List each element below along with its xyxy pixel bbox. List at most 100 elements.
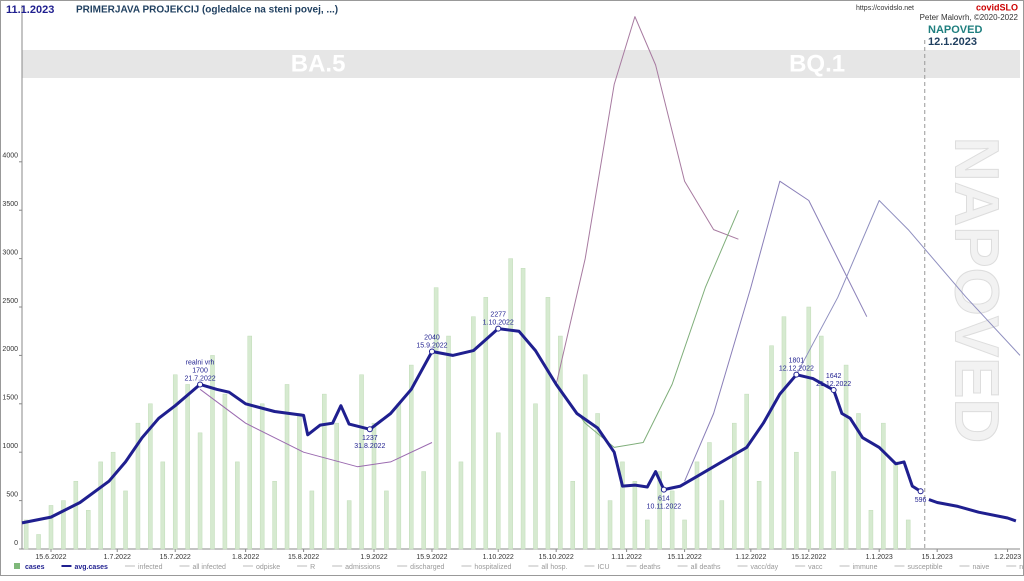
case-bar [831, 471, 836, 550]
site: https://covidslo.net [856, 5, 914, 12]
y-tick-label: 2500 [2, 298, 18, 305]
case-bar [371, 422, 377, 550]
date-stamp: 11.1.2023 [6, 4, 54, 16]
avg-line [21, 327, 922, 525]
case-bar [433, 287, 439, 550]
y-tick-label: 2000 [2, 346, 18, 353]
case-bar [396, 403, 402, 550]
y-tick-label: 1500 [2, 395, 18, 402]
case-bar [160, 461, 166, 550]
legend-label: naive [973, 564, 990, 571]
legend-label: deaths [640, 564, 662, 571]
y-tick-label: 0 [14, 540, 18, 547]
x-tick-label: 15.9.2022 [416, 554, 447, 561]
case-bar [818, 335, 824, 550]
legend-label: ICU [597, 564, 609, 571]
x-tick-label: 1.9.2022 [360, 554, 387, 561]
variant-label: BA.5 [291, 50, 346, 77]
peak-marker [660, 486, 667, 493]
case-bar [732, 422, 737, 550]
case-bar [222, 393, 228, 550]
legend-label: hospitalized [474, 564, 511, 571]
case-bar [235, 461, 240, 550]
case-bar [483, 297, 489, 550]
annotation-date: 10.11.2022 [647, 503, 682, 510]
case-bar [794, 451, 799, 550]
annotation-label: realni vrh [186, 359, 215, 366]
legend-label: all infected [192, 564, 226, 571]
annotation-value: 2277 [490, 311, 506, 318]
legend-label: admissions [345, 564, 381, 571]
case-bar [284, 384, 290, 550]
case-bar [843, 364, 849, 550]
peak-marker [428, 348, 435, 355]
annotation-date: 1.10.2022 [483, 319, 514, 326]
case-bar [694, 461, 700, 550]
case-bar [185, 384, 190, 550]
annotation-value: 1237 [362, 435, 378, 442]
case-bar [719, 500, 725, 550]
x-tick-label: 1.7.2022 [104, 554, 131, 561]
x-tick-label: 1.8.2022 [232, 554, 259, 561]
annotation-value: 2040 [424, 334, 440, 341]
case-bar [495, 432, 501, 550]
case-bar [48, 505, 54, 550]
projection-line [555, 210, 739, 448]
x-tick-label: 15.10.2022 [539, 554, 574, 561]
case-bar [533, 403, 538, 550]
avg-line [928, 498, 1017, 523]
case-bar [545, 297, 551, 550]
case-bar [806, 306, 812, 550]
case-bar [508, 258, 513, 550]
brand: covidSLO [976, 2, 1018, 12]
forecast-title: NAPOVED [928, 24, 982, 36]
watermark: NAPOVED [942, 137, 1011, 444]
x-tick-label: 15.11.2022 [667, 554, 702, 561]
case-bar [893, 461, 899, 550]
case-bar [458, 461, 464, 550]
case-bar [471, 316, 476, 550]
case-bar [309, 490, 315, 550]
case-bar [197, 432, 203, 550]
projection-line [555, 16, 739, 385]
legend-label: susceptible [907, 564, 942, 571]
x-tick-label: 1.11.2022 [611, 554, 642, 561]
case-bar [595, 413, 600, 550]
legend-label: immune [853, 564, 878, 571]
case-bar [769, 345, 774, 550]
case-bar [881, 422, 886, 550]
peak-marker [830, 387, 837, 394]
annotation-date: 31.8.2022 [354, 443, 385, 450]
x-tick-label: 1.2.2023 [994, 554, 1021, 561]
case-bar [359, 374, 364, 550]
case-bar [421, 471, 426, 550]
y-tick-label: 3500 [2, 201, 18, 208]
case-bar [669, 490, 675, 550]
case-bar [297, 413, 302, 550]
case-bar [172, 374, 178, 550]
case-bar [98, 461, 103, 550]
annotation-value: 596 [915, 497, 927, 504]
legend-label: odpiske [256, 564, 280, 571]
y-tick-label: 4000 [2, 153, 18, 160]
case-bar [756, 480, 762, 550]
annotation-date: 21.7.2022 [184, 375, 215, 382]
case-bar [322, 393, 327, 550]
case-bar [868, 510, 874, 550]
case-bar [73, 480, 79, 550]
annotation-value: 1801 [789, 358, 805, 365]
legend-label: nonWaive [1019, 564, 1024, 571]
x-tick-label: 1.10.2022 [483, 554, 514, 561]
x-tick-label: 1.12.2022 [735, 554, 766, 561]
x-tick-label: 15.12.2022 [791, 554, 826, 561]
annotation-date: 12.12.2022 [779, 366, 814, 373]
annotation-date: 15.9.2022 [416, 342, 447, 349]
variant-label: BQ.1 [789, 50, 845, 77]
legend-label: discharged [410, 564, 444, 571]
case-bar [446, 335, 451, 550]
case-bar [110, 451, 116, 550]
case-bar [272, 480, 277, 550]
peak-marker [793, 371, 800, 378]
x-tick-label: 15.6.2022 [35, 554, 66, 561]
case-bar [520, 268, 526, 550]
